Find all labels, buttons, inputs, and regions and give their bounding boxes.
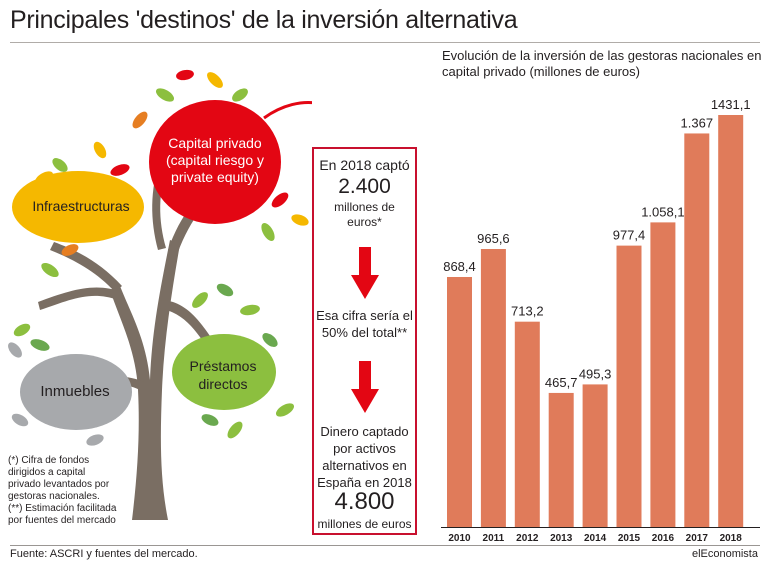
source-divider	[10, 545, 760, 546]
bubble-inmuebles	[20, 354, 132, 430]
bar-value-label: 1.058,1	[641, 204, 684, 219]
info-line-1: En 2018 captó	[319, 157, 410, 173]
down-arrow-icon	[351, 247, 379, 299]
chart-subtitle: Evolución de la inversión de las gestora…	[442, 48, 762, 79]
bar-value-label: 977,4	[613, 228, 646, 243]
x-tick-label: 2016	[652, 533, 675, 544]
bubble-prestamos	[172, 334, 276, 410]
brand-logo: elEconomista	[691, 548, 758, 560]
bar-value-label: 713,2	[511, 304, 544, 319]
capital-privado-label: Capital privado (capital riesgo y privat…	[165, 135, 265, 185]
info-value-1: 2.400	[338, 175, 391, 198]
infraestructuras-label: Infraestructuras	[32, 198, 130, 214]
bar-2017	[684, 133, 710, 527]
bubble-capital-privado	[149, 100, 281, 224]
bar-value-label: 965,6	[477, 231, 510, 246]
bar-2011	[480, 249, 506, 527]
source-text: Fuente: ASCRI y fuentes del mercado.	[10, 548, 198, 560]
page-title: Principales 'destinos' de la inversión a…	[10, 6, 518, 34]
bar-2014	[582, 384, 608, 527]
x-tick-label: 2017	[686, 533, 709, 544]
bar-2015	[616, 245, 642, 527]
x-tick-label: 2012	[516, 533, 539, 544]
x-tick-label: 2011	[483, 533, 505, 544]
info-line-2: millones de euros*	[334, 200, 395, 229]
bar-value-label: 465,7	[545, 375, 578, 390]
connector-arrow	[263, 101, 312, 120]
x-tick-label: 2014	[584, 533, 607, 544]
x-tick-label: 2010	[448, 533, 471, 544]
bar-2010	[447, 276, 472, 527]
info-value-2: 4.800	[334, 488, 395, 515]
x-tick-label: 2015	[618, 533, 641, 544]
tree-illustration	[8, 69, 312, 520]
title-divider	[10, 42, 760, 43]
x-tick-label: 2013	[550, 533, 573, 544]
info-line-5: millones de euros	[317, 517, 412, 531]
bubble-infraestructuras	[12, 171, 144, 243]
down-arrow-icon	[351, 361, 379, 413]
bar-value-label: 495,3	[579, 366, 612, 381]
bar-2016	[650, 222, 676, 528]
info-line-3: Esa cifra sería el 50% del total**	[316, 308, 413, 340]
bar-value-label: 868,4	[443, 259, 476, 274]
bars: 868,4 2010 965,6 2011 713,2 2012 465,7 2013 495,…	[443, 97, 750, 544]
footnotes: (*) Cifra de fondos dirigidos a capital …	[8, 455, 117, 526]
bar-value-label: 1.367	[681, 115, 714, 130]
x-tick-label: 2018	[720, 533, 743, 544]
bar-2013	[548, 392, 574, 527]
info-box: En 2018 captó 2.400 millones de euros* E…	[312, 147, 417, 535]
bar-2012	[514, 321, 540, 527]
bar-value-label: 1431,1	[711, 97, 751, 112]
inmuebles-label: Inmuebles	[40, 383, 110, 400]
info-line-4: Dinero captado por activos alternativos …	[317, 424, 412, 490]
prestamos-label: Préstamos directos	[189, 358, 257, 392]
bar-2018	[718, 115, 744, 527]
